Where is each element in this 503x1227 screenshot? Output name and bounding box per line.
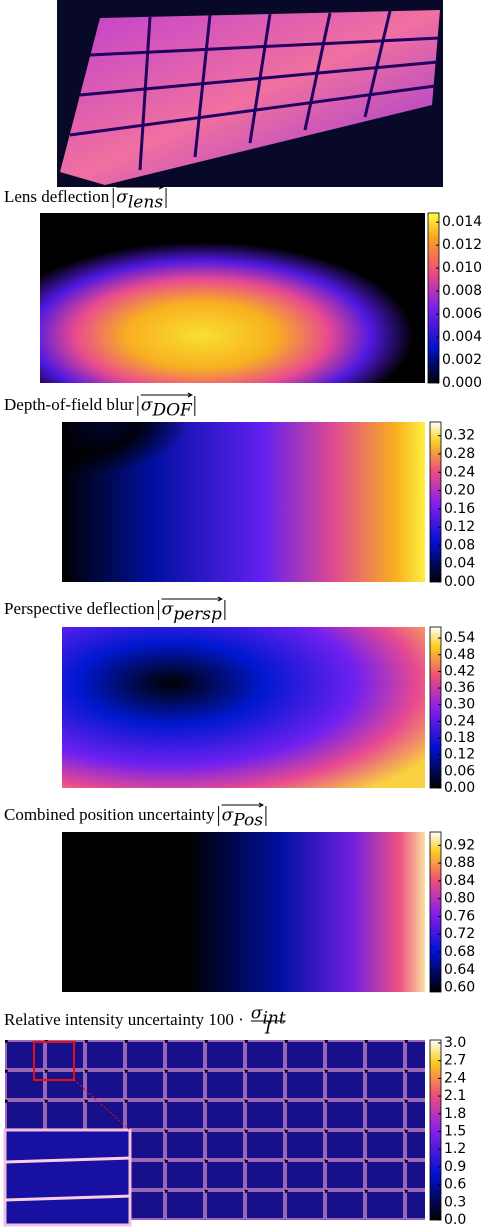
colorbar-tick-label: 0.64: [444, 962, 475, 978]
colorbar-tick-label: 0.72: [444, 926, 475, 942]
colorbar-tick-label: 0.004: [442, 329, 482, 345]
colorbar-tick-label: 0.12: [444, 747, 475, 763]
colorbar-tick-label: 0.00: [444, 780, 475, 796]
colorbar: [429, 626, 442, 789]
colorbar-tick-label: 0.04: [444, 556, 475, 572]
inset-line: [4, 1156, 131, 1164]
colorbar-tick-label: 0.12: [444, 519, 475, 535]
subscript: DOF: [151, 401, 193, 421]
colorbar-tick-label: 1.5: [444, 1123, 466, 1139]
colorbar-tick-label: 0.010: [442, 260, 482, 276]
zoom-line: [73, 1079, 131, 1131]
heatmap: [62, 627, 425, 788]
photo-panel: [60, 10, 440, 185]
colorbar-tick-label: 3.0: [444, 1035, 466, 1051]
colorbar-tick-label: 0.0: [444, 1212, 466, 1227]
symbol: σ: [141, 396, 153, 416]
colorbar-tick-label: 2.7: [444, 1053, 466, 1069]
colorbar-tick-label: 1.2: [444, 1141, 466, 1157]
inset: [3, 1128, 132, 1227]
colorbar-tick-label: 0.30: [444, 697, 475, 713]
colorbar: [429, 1039, 442, 1221]
caption: Combined position uncertainty: [4, 805, 215, 824]
colorbar-tick-label: 0.36: [444, 680, 475, 696]
colorbar-tick-label: 0.24: [444, 464, 475, 480]
colorbar-tick-label: 2.1: [444, 1088, 466, 1104]
colorbar-tick-label: 1.8: [444, 1106, 466, 1122]
colorbar: [429, 421, 442, 583]
colorbar-tick-label: 0.32: [444, 428, 475, 444]
arrow-head: [258, 802, 265, 808]
colorbar-tick-label: 0.014: [442, 214, 482, 230]
caption: Depth-of-field blur: [4, 395, 134, 414]
colorbar: [427, 212, 440, 384]
photo-grid: [69, 10, 441, 171]
colorbar-tick-label: 0.000: [442, 375, 482, 391]
colorbar-tick-label: 0.76: [444, 908, 475, 924]
colorbar-tick-label: 0.84: [444, 873, 475, 889]
colorbar-tick-label: 0.54: [444, 630, 475, 646]
colorbar-tick-label: 0.20: [444, 483, 475, 499]
inset-line: [4, 1194, 131, 1202]
colorbar-tick-label: 0.002: [442, 352, 482, 368]
colorbar-tick-label: 0.68: [444, 944, 475, 960]
colorbar-tick-label: 0.60: [444, 980, 475, 996]
denominator: I: [264, 1019, 272, 1039]
subscript: int: [262, 1009, 285, 1029]
caption: Lens deflection: [4, 187, 110, 206]
colorbar-tick-label: 0.92: [444, 837, 475, 853]
caption: Perspective deflection: [4, 599, 155, 618]
colorbar-tick-label: 0.00: [444, 574, 475, 590]
colorbar-tick-label: 0.6: [444, 1177, 466, 1193]
symbol: σ: [116, 188, 128, 208]
colorbar-tick-label: 0.24: [444, 713, 475, 729]
subscript: lens: [128, 193, 163, 213]
subscript: persp: [173, 605, 222, 625]
colorbar-tick-label: 0.42: [444, 663, 475, 679]
zoom-box: [33, 1041, 75, 1081]
colorbar: [429, 831, 442, 993]
arrow-head: [217, 596, 223, 602]
colorbar-tick-label: 0.006: [442, 306, 482, 322]
colorbar-tick-label: 0.28: [444, 446, 475, 462]
colorbar-tick-label: 2.4: [444, 1070, 466, 1086]
colorbar-tick-label: 0.18: [444, 730, 475, 746]
colorbar-tick-label: 0.9: [444, 1159, 466, 1175]
colorbar-tick-label: 0.06: [444, 763, 475, 779]
colorbar-tick-label: 0.48: [444, 647, 475, 663]
colorbar-tick-label: 0.008: [442, 283, 482, 299]
colorbar-tick-label: 0.3: [444, 1194, 466, 1210]
caption: Relative intensity uncertainty 100 ·: [4, 1010, 244, 1029]
heatmap: [62, 832, 425, 992]
symbol: σ: [251, 1004, 263, 1024]
arrow-head: [187, 392, 193, 398]
heatmap-overlay: [62, 422, 425, 582]
symbol: σ: [222, 806, 234, 826]
colorbar-tick-label: 0.16: [444, 501, 475, 517]
colorbar-tick-label: 0.012: [442, 237, 482, 253]
colorbar-tick-label: 0.88: [444, 855, 475, 871]
colorbar-tick-label: 0.80: [444, 891, 475, 907]
subscript: Pos: [232, 811, 263, 831]
heatmap: [40, 213, 425, 383]
colorbar-tick-label: 0.08: [444, 537, 475, 553]
symbol: σ: [162, 600, 174, 620]
arrow-head: [158, 184, 165, 190]
